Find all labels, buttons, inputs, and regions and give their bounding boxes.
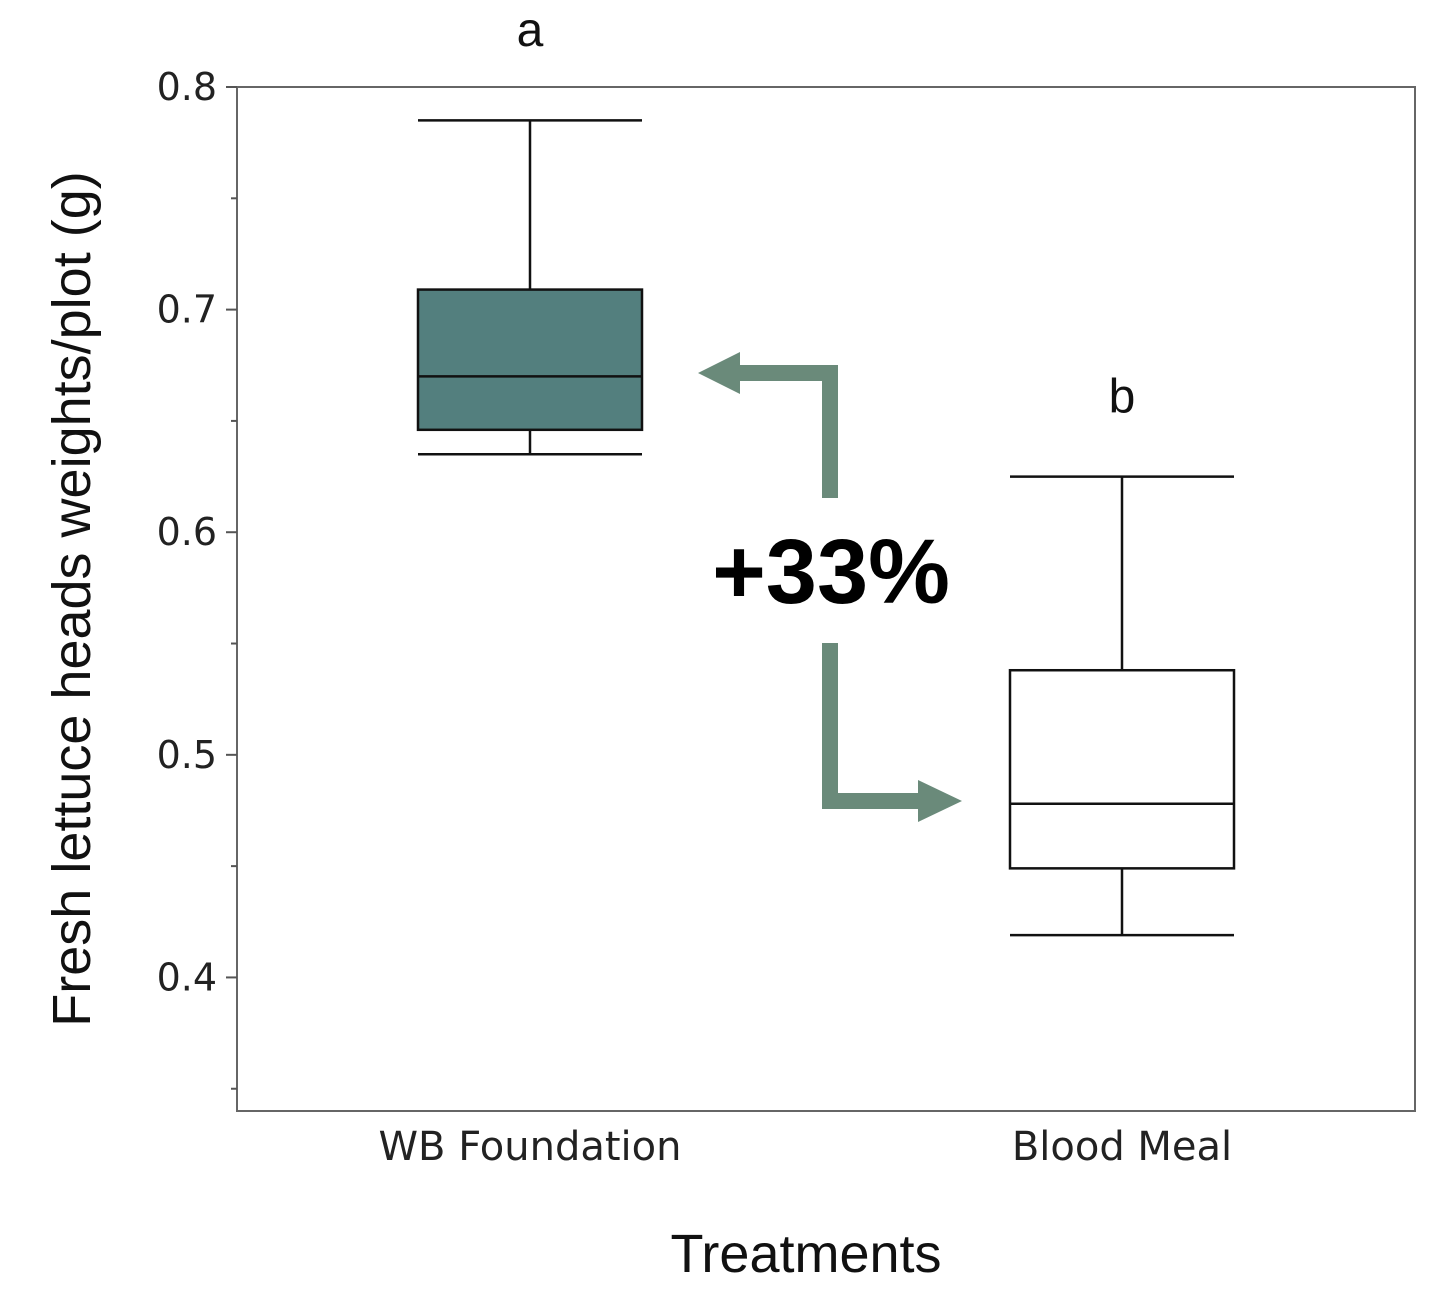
y-tick-label: 0.6 (157, 510, 217, 554)
boxes: ab (416, 4, 1236, 937)
arrowhead-left (698, 352, 740, 394)
significance-letter: a (517, 4, 544, 57)
arrow-to-wb-foundation (740, 365, 838, 498)
x-category-label: WB Foundation (379, 1124, 682, 1170)
x-axis-title: Treatments (670, 1224, 941, 1284)
y-axis-title: Fresh lettuce heads weights/plot (g) (42, 171, 102, 1026)
y-axis: 0.4 0.5 0.6 0.7 0.8 (157, 65, 237, 1090)
significance-letter: b (1109, 371, 1136, 424)
box-wb-foundation: a (416, 4, 644, 456)
y-tick-label: 0.8 (157, 65, 217, 109)
x-category-label: Blood Meal (1012, 1124, 1232, 1170)
y-tick-label: 0.4 (157, 955, 217, 999)
y-tick-label: 0.5 (157, 733, 217, 777)
arrowhead-right (918, 780, 962, 822)
y-tick-label: 0.7 (157, 288, 217, 332)
difference-arrows (698, 352, 962, 822)
iqr-box (1008, 668, 1236, 870)
arrow-to-blood-meal (822, 643, 918, 809)
plot-frame (236, 86, 1416, 1112)
box-blood-meal: b (1008, 371, 1236, 937)
percent-increase-label: +33% (712, 521, 950, 623)
iqr-box (416, 288, 644, 432)
x-axis: WB Foundation Blood Meal (379, 1124, 1233, 1170)
